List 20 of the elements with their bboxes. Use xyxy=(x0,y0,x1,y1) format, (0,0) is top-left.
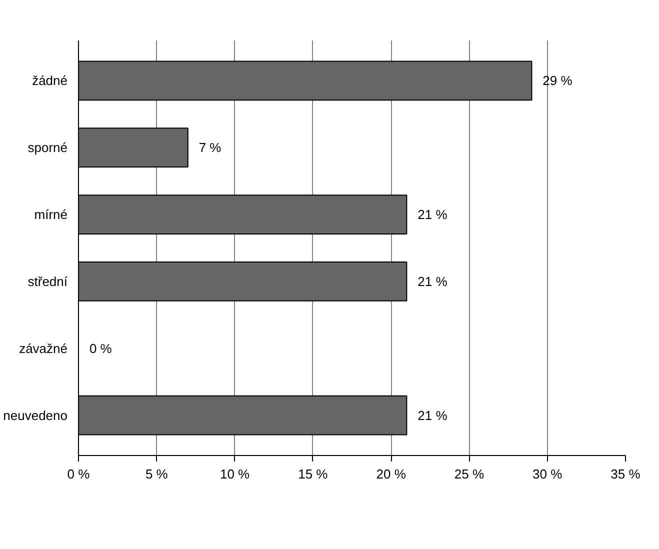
x-tick-label: 5 % xyxy=(145,466,168,482)
y-tick-label: mírné xyxy=(34,207,68,222)
x-tick-label: 30 % xyxy=(532,466,563,482)
x-tick-label: 10 % xyxy=(220,466,250,482)
data-label: 21 % xyxy=(418,408,448,423)
x-tick-label: 20 % xyxy=(376,466,406,482)
data-label: 0 % xyxy=(89,340,112,356)
y-tick-label: střední xyxy=(28,274,68,289)
y-tick-label: závažné xyxy=(19,340,68,356)
data-label: 29 % xyxy=(542,73,573,88)
x-tick-label: 35 % xyxy=(610,466,641,482)
x-tick-label: 25 % xyxy=(454,466,484,482)
y-tick-label: sporné xyxy=(28,140,68,156)
x-tick-label: 15 % xyxy=(298,466,328,482)
x-tick-label: 0 % xyxy=(67,466,90,482)
data-label: 21 % xyxy=(418,274,448,289)
y-tick-label: žádné xyxy=(32,73,68,88)
y-tick-label: neuvedeno xyxy=(3,408,68,423)
data-label: 7 % xyxy=(198,140,222,156)
data-label: 21 % xyxy=(418,207,448,222)
